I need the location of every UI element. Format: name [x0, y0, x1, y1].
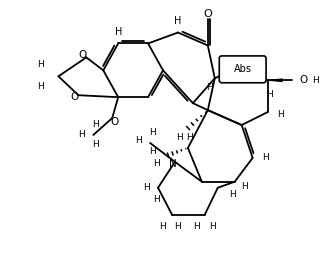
Text: O: O [203, 9, 212, 19]
Text: H: H [153, 159, 159, 168]
Text: H: H [92, 140, 99, 150]
Text: H: H [266, 90, 273, 99]
Text: H: H [241, 182, 248, 191]
Text: H: H [229, 190, 236, 199]
Text: H: H [174, 15, 182, 26]
Text: H: H [149, 128, 155, 136]
Text: H: H [175, 222, 181, 231]
Text: O: O [299, 75, 308, 85]
Text: Abs: Abs [234, 64, 252, 74]
Text: H: H [277, 109, 284, 119]
Text: H: H [313, 76, 319, 85]
Text: H: H [135, 136, 142, 146]
Text: H: H [177, 134, 183, 143]
Text: H: H [193, 222, 200, 231]
Text: H: H [115, 26, 122, 37]
Text: H: H [159, 222, 165, 231]
Text: H: H [210, 222, 216, 231]
Polygon shape [218, 65, 242, 82]
Text: H: H [149, 147, 155, 156]
Text: H: H [78, 131, 85, 139]
Text: H: H [143, 183, 149, 192]
Polygon shape [268, 78, 282, 82]
Text: N: N [169, 159, 177, 169]
Text: H: H [153, 195, 159, 204]
Text: H: H [92, 120, 99, 128]
Text: H: H [37, 60, 44, 69]
FancyBboxPatch shape [219, 56, 266, 83]
Text: H: H [37, 82, 44, 91]
Text: H: H [262, 153, 269, 162]
Text: O: O [78, 50, 86, 60]
Text: H: H [186, 134, 193, 143]
Text: H: H [207, 83, 213, 92]
Text: O: O [110, 117, 118, 127]
Text: O: O [70, 92, 79, 102]
